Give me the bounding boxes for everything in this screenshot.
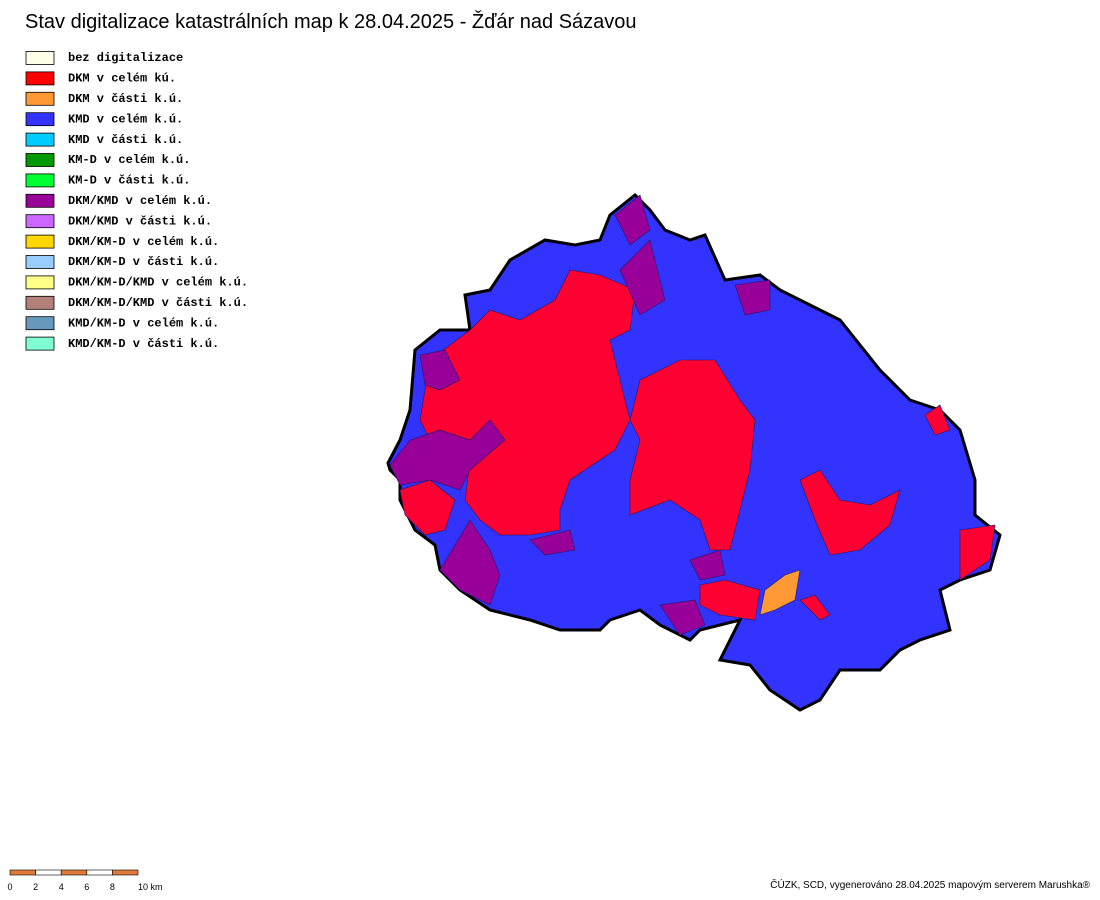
legend-label: KMD v části k.ú. bbox=[68, 133, 183, 147]
scale-label: 10 km bbox=[138, 882, 163, 892]
credit: ČÚZK, SCD, vygenerováno 28.04.2025 mapov… bbox=[770, 878, 1090, 891]
legend-swatch bbox=[25, 173, 55, 188]
scale-label: 8 bbox=[110, 882, 115, 892]
scale-segment bbox=[9, 869, 36, 876]
dkm-kmd-regions bbox=[389, 194, 771, 636]
legend-swatch bbox=[25, 91, 55, 106]
scale-segment bbox=[86, 869, 113, 876]
scale-label: 6 bbox=[84, 882, 89, 892]
legend-swatch bbox=[25, 132, 55, 147]
legend-label: KMD v celém k.ú. bbox=[68, 112, 183, 126]
legend-label: DKM/KM-D v celém k.ú. bbox=[68, 235, 219, 249]
legend-swatch bbox=[25, 71, 55, 86]
scale-segment bbox=[35, 869, 62, 876]
legend-swatch bbox=[25, 153, 55, 167]
legend-label: bez digitalizace bbox=[68, 51, 183, 65]
legend-label: DKM v celém kú. bbox=[68, 72, 176, 86]
legend-swatch bbox=[25, 295, 55, 310]
legend-swatch bbox=[25, 255, 55, 269]
legend-swatch bbox=[25, 214, 55, 229]
legend-swatch bbox=[25, 193, 55, 208]
legend-label: DKM/KM-D/KMD v celém k.ú. bbox=[68, 276, 248, 290]
legend: bez digitalizace DKM v celém kú. DKM v čás… bbox=[25, 51, 248, 351]
scale-label: 2 bbox=[33, 882, 38, 892]
legend-label: DKM/KMD v celém k.ú. bbox=[68, 194, 212, 208]
legend-label: KM-D v části k.ú. bbox=[68, 174, 190, 188]
legend-swatch bbox=[25, 51, 55, 65]
dkm-part-region bbox=[759, 569, 801, 616]
scale-segment bbox=[60, 869, 88, 876]
legend-label: KMD/KM-D v celém k.ú. bbox=[68, 316, 219, 330]
legend-swatch bbox=[25, 234, 55, 249]
legend-label: DKM v části k.ú. bbox=[68, 92, 183, 106]
legend-swatch bbox=[25, 112, 55, 127]
legend-label: KM-D v celém k.ú. bbox=[68, 153, 190, 167]
scale-segment bbox=[112, 869, 139, 876]
legend-swatch bbox=[25, 336, 55, 351]
legend-label: DKM/KMD v části k.ú. bbox=[68, 214, 212, 228]
scale-bar: 0 2 4 6 8 10 km bbox=[7, 869, 163, 892]
scale-label: 4 bbox=[59, 882, 64, 892]
legend-swatch bbox=[25, 316, 55, 331]
dkm-regions bbox=[399, 269, 996, 621]
legend-label: DKM/KM-D v části k.ú. bbox=[68, 255, 219, 269]
legend-swatch bbox=[25, 275, 55, 290]
legend-label: DKM/KM-D/KMD v části k.ú. bbox=[68, 296, 248, 310]
scale-label: 0 bbox=[7, 882, 12, 892]
legend-label: KMD/KM-D v části k.ú. bbox=[68, 337, 219, 351]
district-map bbox=[386, 192, 1002, 712]
map-title: Stav digitalizace katastrálních map k 28… bbox=[25, 10, 637, 33]
